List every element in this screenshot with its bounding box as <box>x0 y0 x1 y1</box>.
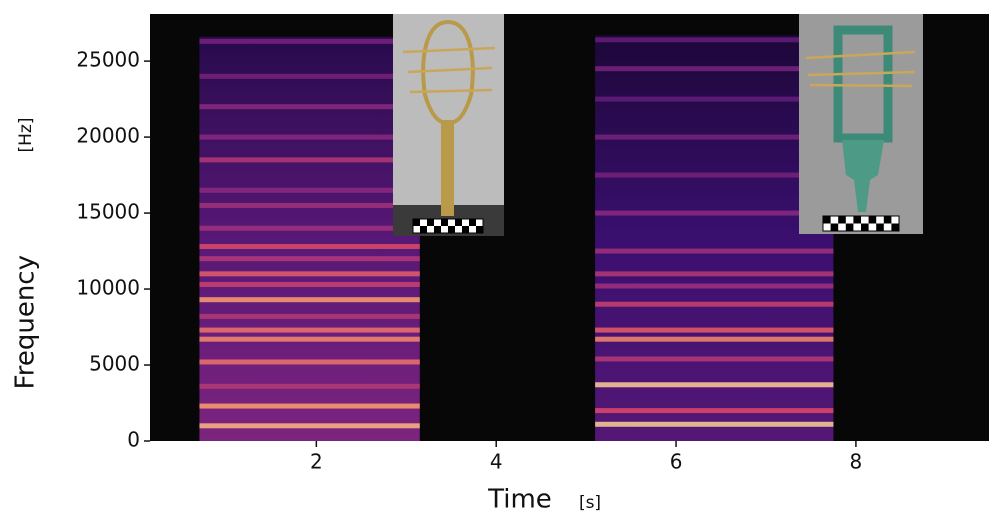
harmonic-band <box>595 96 834 102</box>
harmonic-band <box>595 356 834 362</box>
harmonic-band <box>199 403 420 409</box>
harmonic-band <box>199 73 420 79</box>
y-tick-label: 5000 <box>89 352 140 376</box>
y-tick-label: 20000 <box>76 124 140 148</box>
sistrum-handle <box>842 140 884 212</box>
x-tick-label: 6 <box>670 450 683 474</box>
sistrum-rods <box>805 50 916 88</box>
harmonic-band <box>595 134 834 140</box>
harmonic-band <box>199 187 420 193</box>
harmonic-band <box>199 336 420 342</box>
harmonic-band <box>199 271 420 277</box>
harmonic-band <box>199 313 420 319</box>
harmonic-band <box>595 37 834 43</box>
harmonic-band <box>595 172 834 178</box>
harmonic-band <box>595 283 834 289</box>
inset-photo <box>393 14 504 236</box>
harmonic-band <box>199 297 420 303</box>
harmonic-band <box>199 38 420 44</box>
y-tick-label: 10000 <box>76 276 140 300</box>
y-axis-label: Frequency <box>11 255 41 389</box>
harmonic-band <box>199 327 420 333</box>
harmonic-band <box>595 301 834 307</box>
harmonic-band <box>595 421 834 427</box>
harmonic-band <box>595 210 834 216</box>
harmonic-band <box>595 327 834 333</box>
harmonic-band <box>199 202 420 208</box>
scale-checks <box>413 219 483 233</box>
y-tick-label: 15000 <box>76 200 140 224</box>
harmonic-band <box>199 359 420 365</box>
harmonic-band <box>595 408 834 414</box>
inset-photo <box>799 14 923 234</box>
harmonic-band <box>199 157 420 163</box>
y-tick-label: 25000 <box>76 48 140 72</box>
harmonic-band <box>199 104 420 110</box>
harmonic-band <box>199 281 420 287</box>
lyre-rods <box>402 46 496 94</box>
sistrum-frame <box>833 25 893 143</box>
harmonic-band <box>595 271 834 277</box>
harmonic-band <box>595 66 834 72</box>
harmonic-band <box>595 336 834 342</box>
x-axis-label: Time <box>487 485 552 515</box>
harmonic-band <box>199 383 420 389</box>
harmonic-band <box>199 225 420 231</box>
x-tick-label: 4 <box>490 450 503 474</box>
harmonic-band <box>199 134 420 140</box>
harmonic-band <box>199 423 420 429</box>
axis-labels: Frequency [Hz] Time [s] 0 5000 10000 15000 2… <box>11 48 863 515</box>
sound-segment <box>199 36 420 442</box>
harmonic-band <box>199 243 420 249</box>
sound-segment <box>595 35 834 442</box>
harmonic-band <box>199 256 420 262</box>
x-tick-label: 8 <box>850 450 863 474</box>
x-tick-label: 2 <box>310 450 323 474</box>
lyre-handle <box>441 120 454 216</box>
scale-checks <box>823 216 899 231</box>
x-axis-unit: [s] <box>579 493 601 513</box>
harmonic-band <box>595 248 834 254</box>
y-tick-label: 0 <box>127 428 140 452</box>
y-axis-unit: [Hz] <box>16 118 36 153</box>
harmonic-band <box>595 382 834 388</box>
